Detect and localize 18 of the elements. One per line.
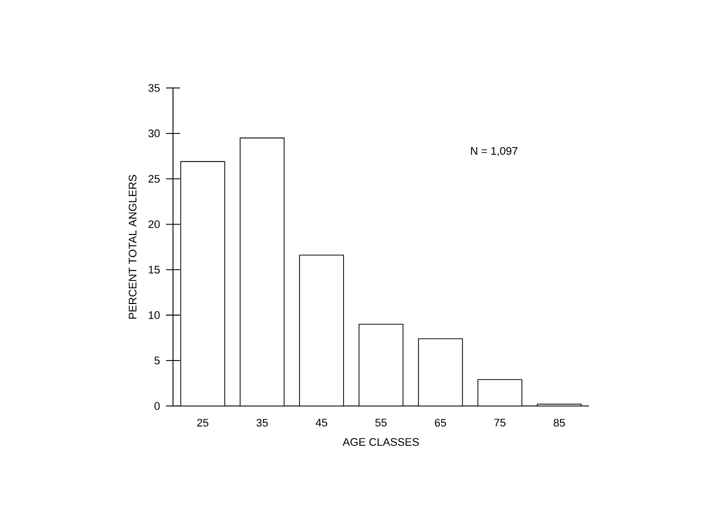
x-tick-label: 65 [434,418,446,427]
y-tick-label: 15 [148,266,160,274]
x-tick-label: 85 [554,418,565,427]
x-tick-label: 55 [375,418,387,426]
y-tick-label: 35 [148,84,160,92]
x-tick-label: 45 [316,418,328,426]
y-tick-label: 20 [148,220,160,228]
annotation: N = 1,097 [471,147,518,156]
y-tick-label: 25 [148,174,160,183]
x-tick-label: 75 [494,418,506,426]
y-axis-title: PERCENT TOTAL ANGLERS [128,174,136,319]
y-tick-label: 30 [148,130,160,138]
y-tick-label: 10 [148,311,160,320]
y-tick-label: 5 [154,356,160,364]
x-axis-title: AGE CLASSES [342,438,419,446]
y-tick-label: 0 [154,402,160,410]
x-tick-label: 25 [197,418,208,427]
x-tick-label: 35 [256,418,268,427]
